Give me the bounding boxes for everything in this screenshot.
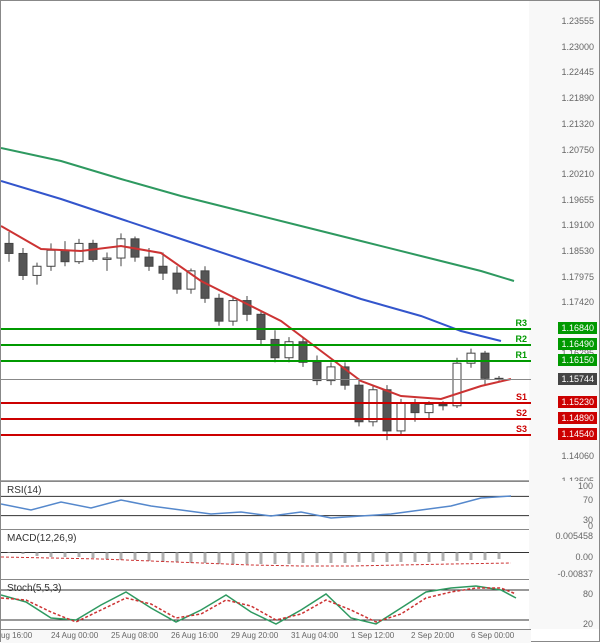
main-chart-svg [1,1,531,481]
price-chart[interactable] [1,1,531,481]
rsi-y-axis: 10070300 [529,481,599,529]
stoch-label: Stoch(5,5,3) [7,583,61,594]
macd-svg [1,530,531,580]
macd-panel[interactable]: MACD(12,26,9) [1,529,531,579]
price-y-axis: 1.235551.230001.224451.218901.213201.207… [529,1,599,481]
macd-y-axis: 0.0054580.00-0.00837 [529,529,599,579]
rsi-svg [1,482,531,530]
rsi-label: RSI(14) [7,485,41,496]
stoch-y-axis: 8020 [529,579,599,629]
trading-chart: 1.235551.230001.224451.218901.213201.207… [0,0,600,642]
time-x-axis: ug 16:0024 Aug 00:0025 Aug 08:0026 Aug 1… [1,629,531,643]
stoch-panel[interactable]: Stoch(5,5,3) [1,579,531,629]
stoch-svg [1,580,531,630]
macd-label: MACD(12,26,9) [7,533,76,544]
rsi-panel[interactable]: RSI(14) [1,481,531,529]
